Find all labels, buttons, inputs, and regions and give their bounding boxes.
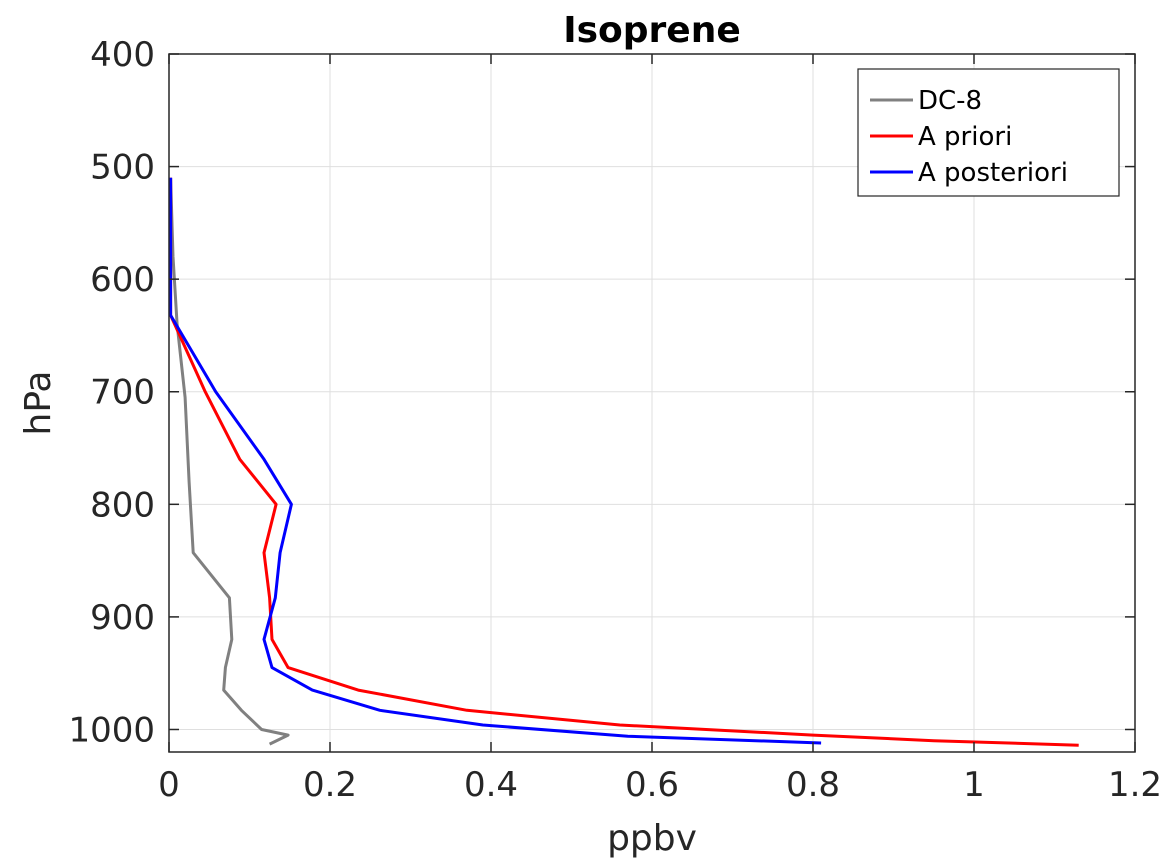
series-line-2 [169,177,822,745]
legend-label: DC-8 [918,86,982,116]
legend-label: A posteriori [918,158,1068,188]
series-layer [169,177,1079,747]
x-tick-label: 0.8 [786,765,840,805]
y-tick-label: 1000 [68,710,155,750]
series-line-1 [169,177,1079,747]
x-tick-label: 1.2 [1108,765,1162,805]
y-tick-label: 600 [90,260,155,300]
x-axis-label: ppbv [607,818,697,859]
legend-label: A priori [918,122,1012,152]
legend: DC-8 A priori A posteriori [857,68,1120,197]
x-tick-label: 0.6 [625,765,679,805]
y-tick-label: 900 [90,598,155,638]
tick-layer: 0 0.2 0.4 0.6 0.8 1 1.2 400 500 600 700 800 900 1000 [68,35,1162,805]
x-tick-label: 0 [158,765,180,805]
y-tick-label: 800 [90,485,155,525]
y-axis-label: hPa [18,371,59,436]
y-tick-label: 700 [90,373,155,413]
series-line-0 [169,177,290,746]
y-tick-label: 400 [90,35,155,75]
y-tick-label: 500 [90,148,155,188]
chart-title: Isoprene [563,10,741,51]
legend-box [857,68,1120,197]
x-tick-label: 0.2 [303,765,357,805]
x-tick-label: 0.4 [464,765,518,805]
x-tick-label: 1 [963,765,985,805]
